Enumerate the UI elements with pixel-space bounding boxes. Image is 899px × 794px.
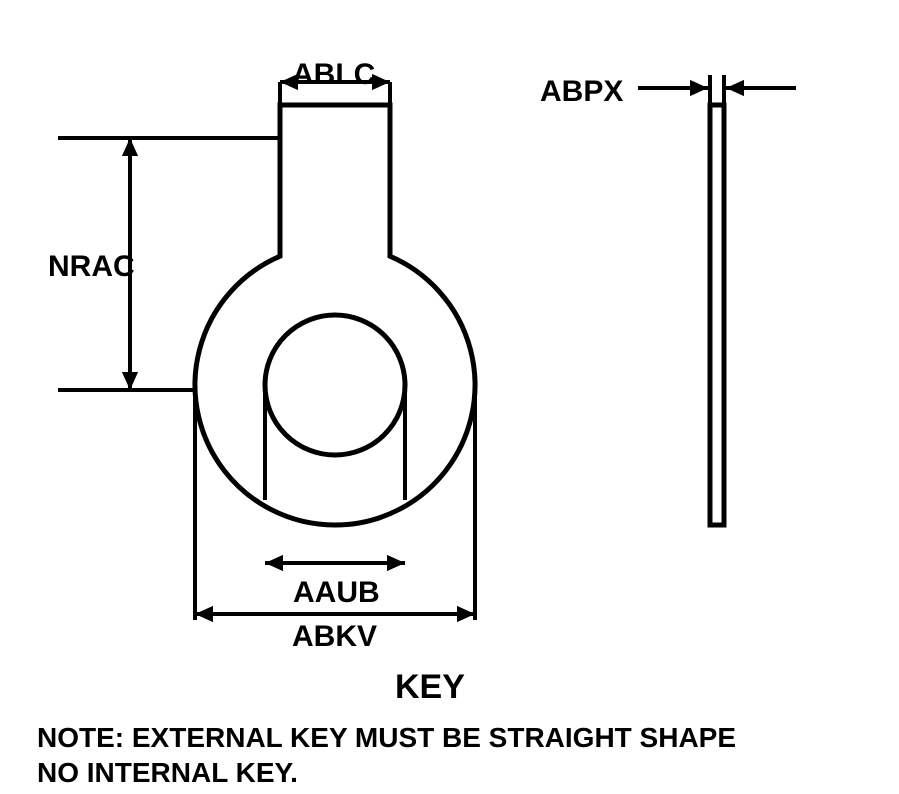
diagram-note: NOTE: EXTERNAL KEY MUST BE STRAIGHT SHAP… — [37, 720, 736, 790]
dim-label-abpx: ABPX — [540, 75, 623, 109]
note-line2: NO INTERNAL KEY. — [37, 757, 298, 788]
dim-label-aaub: AAUB — [293, 576, 380, 610]
dim-label-ablc: ABLC — [292, 58, 375, 92]
note-line1: NOTE: EXTERNAL KEY MUST BE STRAIGHT SHAP… — [37, 722, 736, 753]
dim-label-nrac: NRAC — [48, 250, 135, 284]
dim-label-abkv: ABKV — [292, 620, 377, 654]
diagram-title: KEY — [395, 668, 465, 707]
